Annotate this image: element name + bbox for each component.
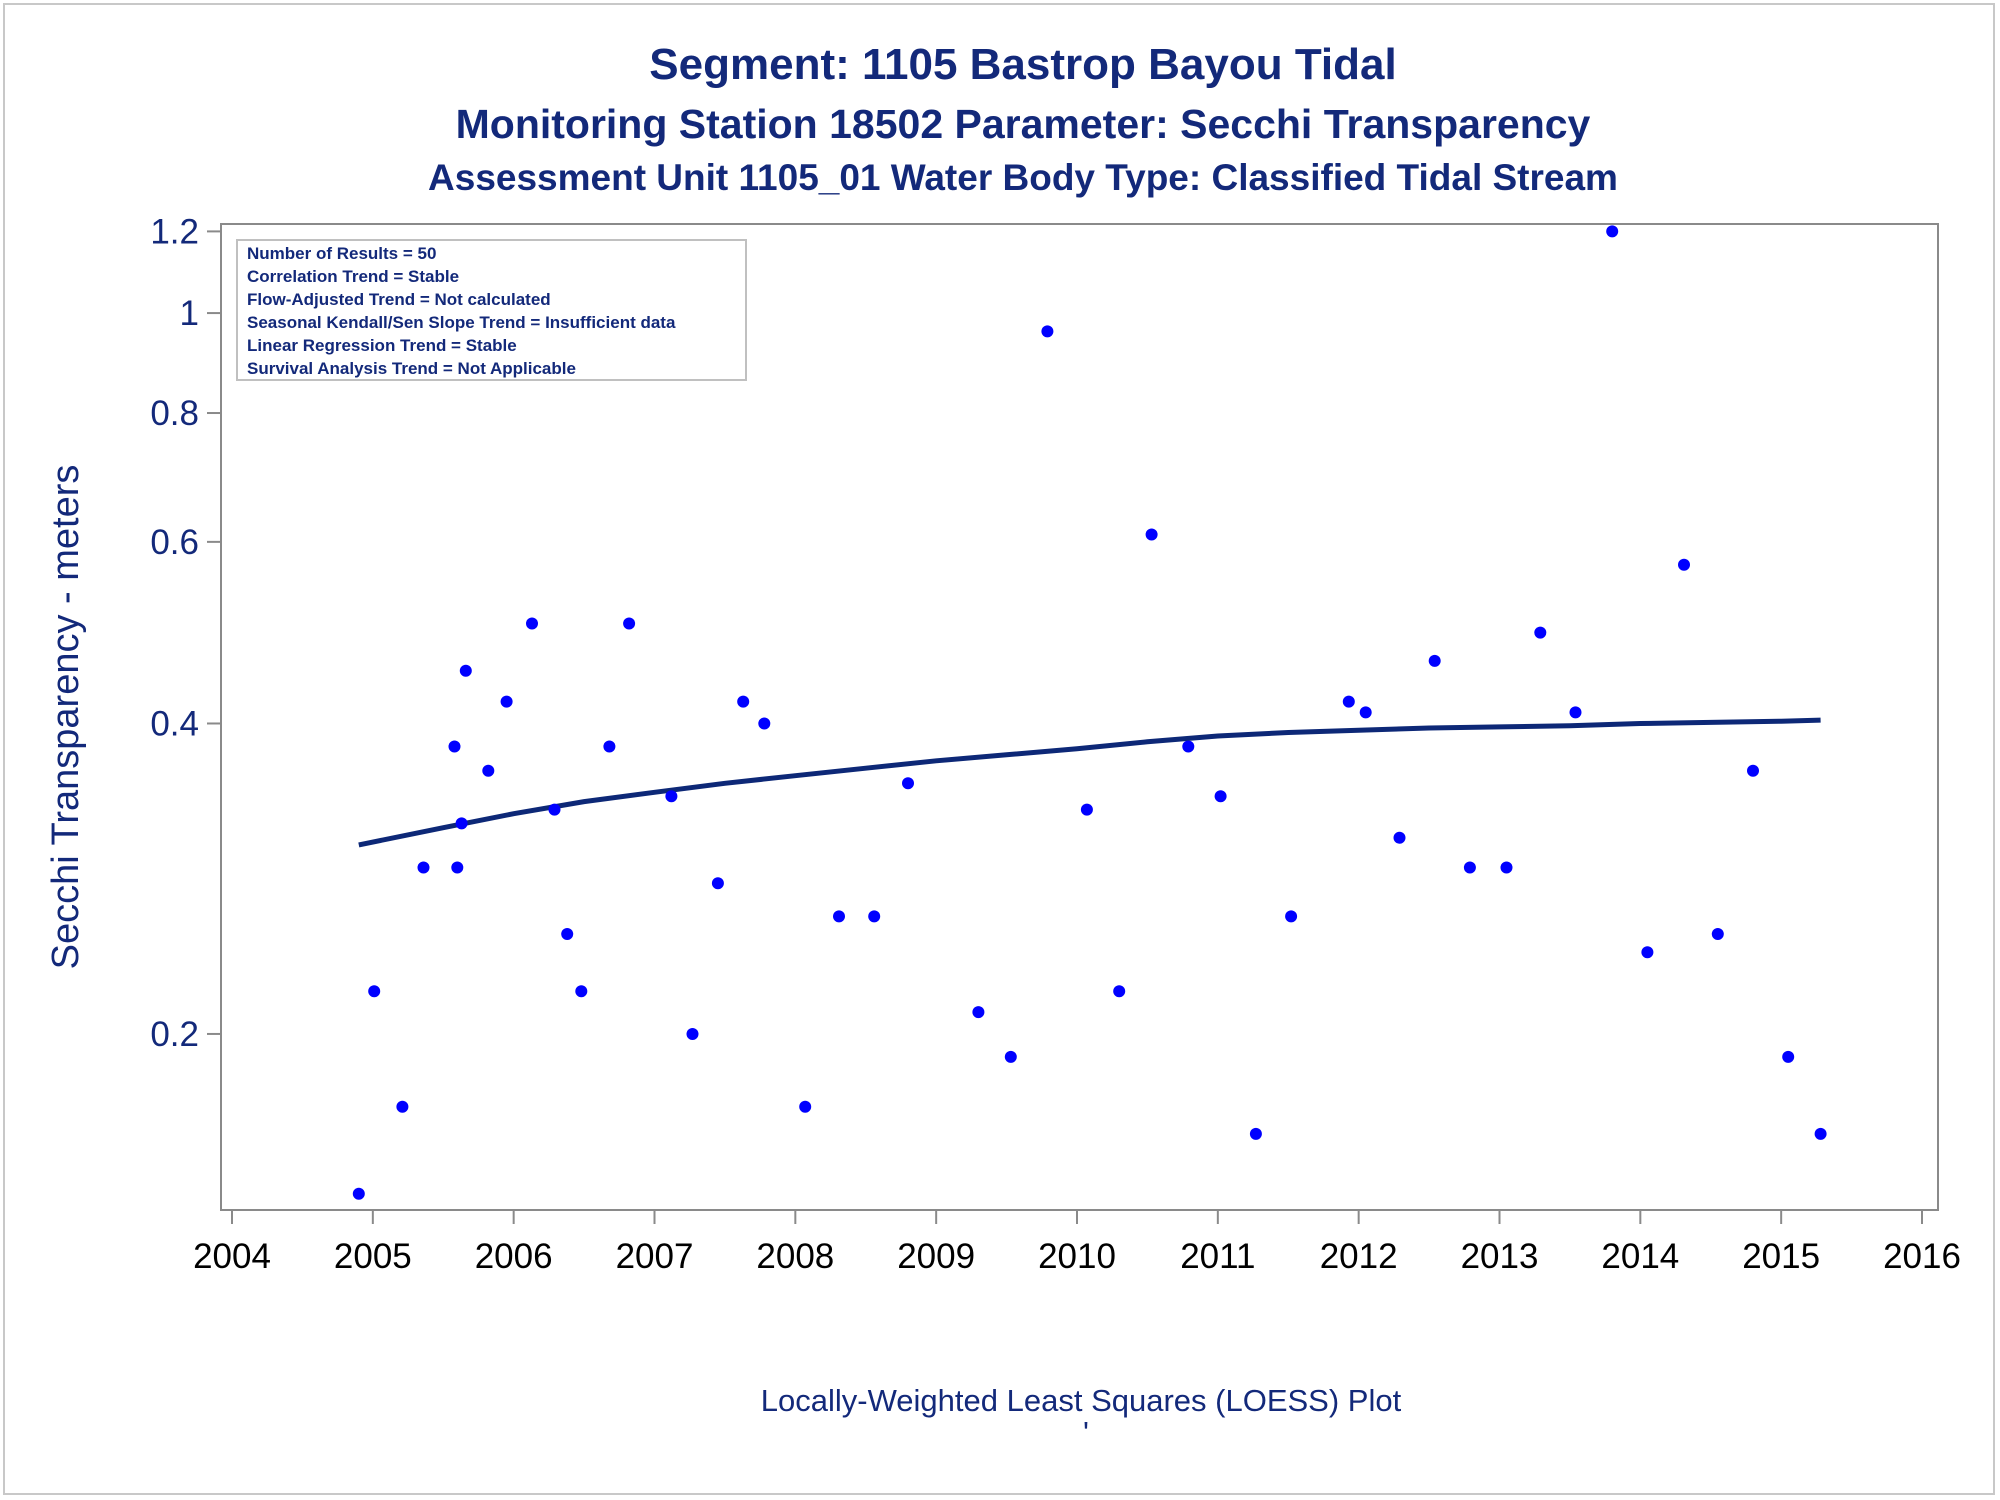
data-point [500,695,513,708]
data-point [1342,695,1355,708]
x-tick-label: 2004 [193,1237,271,1276]
chart-subtitle-2: Assessment Unit 1105_01 Water Body Type:… [428,157,1618,198]
y-tick-label: 0.2 [150,1015,199,1054]
data-point [686,1028,699,1040]
data-point [1569,706,1582,719]
x-tick-label: 2008 [756,1237,834,1276]
data-point [396,1100,409,1113]
data-point [526,617,538,630]
footnote-mark: ' [1083,1415,1089,1450]
x-tick-label: 2015 [1742,1237,1820,1276]
stats-seasonal-kendall-trend: Seasonal Kendall/Sen Slope Trend = Insuf… [247,313,676,332]
x-tick-label: 2006 [475,1237,553,1276]
data-point [1534,626,1547,639]
data-point [1214,790,1227,803]
data-point [417,861,430,874]
data-point [482,764,495,777]
plot-footnote: Locally-Weighted Least Squares (LOESS) P… [761,1383,1402,1418]
stats-legend-frame [236,239,747,381]
data-point [603,740,616,753]
data-point [1711,928,1724,940]
stats-survival-analysis-trend: Survival Analysis Trend = Not Applicable [247,359,576,378]
x-tick-label: 2010 [1038,1237,1116,1276]
chart-title: Segment: 1105 Bastrop Bayou Tidal [649,40,1396,89]
y-tick-label: 0.4 [150,704,199,743]
y-tick-label: 1.2 [150,212,199,251]
x-tick-label: 2014 [1601,1237,1679,1276]
plot-area-border [220,223,1939,1211]
data-point [1814,1127,1827,1140]
data-point [1041,325,1054,338]
data-point [665,790,678,803]
data-point [737,695,750,708]
stats-legend-box: Number of Results = 50 Correlation Trend… [236,239,747,381]
data-point [623,617,636,630]
data-point [868,910,881,923]
data-point [1249,1127,1262,1140]
x-tick-label: 2005 [334,1237,412,1276]
data-point [1782,1050,1795,1063]
y-tick-label: 1 [180,294,199,333]
y-axis: 0.2 0.4 0.6 0.8 1 1.2 [150,212,221,1054]
x-tick-label: 2009 [897,1237,975,1276]
x-tick-label: 2013 [1461,1237,1539,1276]
data-point [1113,985,1126,998]
stats-linear-regression-trend: Linear Regression Trend = Stable [247,336,517,355]
x-tick-label: 2007 [616,1237,694,1276]
chart-subtitle: Monitoring Station 18502 Parameter: Secc… [456,101,1591,147]
data-point [1080,803,1093,816]
data-point [451,861,464,874]
data-point [972,1006,985,1019]
data-point [799,1100,812,1113]
y-tick-label: 0.8 [150,394,199,433]
y-tick-label: 0.6 [150,523,199,562]
x-tick-label: 2016 [1883,1237,1961,1276]
data-point [455,817,468,830]
data-point [1747,764,1759,777]
data-point [1393,831,1406,844]
data-point [448,740,461,753]
data-point [1428,654,1441,667]
data-point [459,664,472,677]
data-point [368,985,381,998]
data-point [1678,558,1690,571]
data-point [1463,861,1476,874]
data-point [548,803,561,816]
data-points [352,225,1827,1200]
data-point [1285,910,1298,923]
stats-flow-adjusted-trend: Flow-Adjusted Trend = Not calculated [247,290,551,309]
data-point [758,717,771,730]
data-point [1182,740,1195,753]
x-tick-label: 2012 [1320,1237,1398,1276]
data-point [1004,1050,1017,1063]
data-point [833,910,845,923]
data-point [352,1187,365,1200]
x-tick-label: 2011 [1180,1237,1255,1276]
y-axis-label: Secchi Transparency - meters [45,465,87,970]
data-point [1500,861,1513,874]
stats-number-of-results: Number of Results = 50 [247,244,436,263]
data-point [1641,946,1654,959]
stats-correlation-trend: Correlation Trend = Stable [247,267,459,286]
data-point [902,777,914,790]
data-point [711,877,724,890]
data-point [1359,706,1372,719]
x-axis: 2004 2005 2006 2007 2008 2009 2010 2011 2012 2013… [193,1210,1961,1276]
data-point [561,928,574,940]
data-point [575,985,588,998]
data-point [1606,225,1619,238]
loess-trend-line [358,717,1821,848]
data-point [1145,528,1158,541]
figure-frame [3,3,1995,1495]
